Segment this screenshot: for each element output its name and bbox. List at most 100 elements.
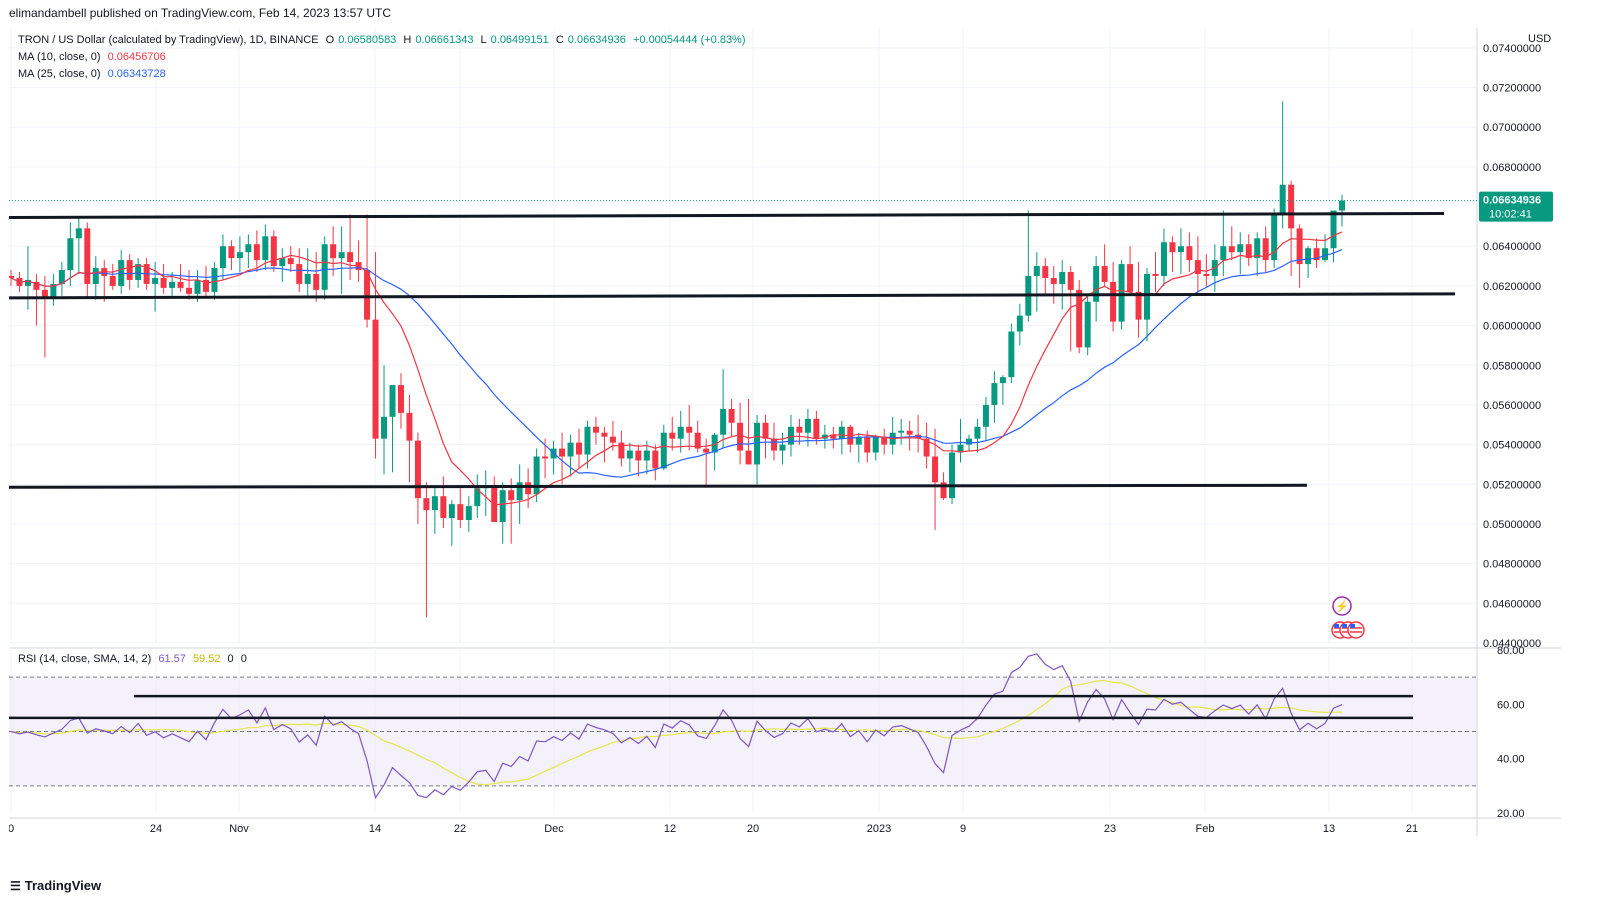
rsi-tick-label: 20.00 — [1497, 808, 1525, 820]
candle-body — [1220, 246, 1227, 261]
candle-body — [508, 490, 515, 501]
candle-body — [1101, 266, 1108, 282]
candle-body — [457, 504, 464, 520]
candle-body — [24, 279, 31, 286]
candle-body — [202, 279, 209, 292]
rsi-extra2: 0 — [240, 653, 247, 665]
candle-body — [584, 426, 591, 455]
candle-body — [618, 442, 625, 459]
symbol-legend: TRON / US Dollar (calculated by TradingV… — [18, 34, 750, 46]
candle-body — [364, 270, 371, 320]
ohlc-high: H 0.06661343 — [403, 34, 474, 46]
ma10-label: MA (10, close, 0) — [18, 51, 101, 63]
candle-body — [720, 408, 727, 435]
candle-body — [821, 434, 828, 439]
candle-body — [381, 416, 388, 439]
candle-body — [253, 244, 260, 261]
ma10-legend[interactable]: MA (10, close, 0) 0.06456706 — [18, 51, 170, 63]
ohlc-open: O 0.06580583 — [325, 34, 397, 46]
us-flag-canton — [1350, 624, 1355, 628]
time-tick-label: 2023 — [867, 823, 891, 835]
candle-body — [1033, 266, 1040, 276]
candle-body — [33, 281, 40, 290]
rsi-value: 61.57 — [158, 653, 186, 665]
time-tick-label: 14 — [369, 823, 381, 835]
candle-body — [75, 228, 82, 239]
currency-label: USD — [1528, 33, 1552, 45]
candle-body — [245, 244, 252, 253]
ohlc-change: +0.00054444 (+0.83%) — [632, 34, 746, 46]
candle-body — [1271, 214, 1278, 261]
candle-body — [228, 246, 235, 259]
price-tick-label: 0.04400000 — [1483, 638, 1541, 650]
candle-body — [677, 426, 684, 439]
candle-body — [1067, 272, 1074, 290]
candle-body — [1169, 242, 1176, 253]
time-tick-label: Nov — [229, 823, 249, 835]
candle-body — [957, 444, 964, 453]
candle-body — [1059, 272, 1066, 284]
candle-body — [567, 442, 574, 457]
candle-body — [592, 426, 599, 433]
candle-body — [703, 448, 710, 453]
last-price-label: 0.06634936 — [1483, 195, 1541, 207]
candle-body — [499, 490, 506, 522]
ma10-value: 0.06456706 — [107, 51, 166, 63]
chart-frame: 0 24 Nov 14 22 Dec 12 20 2023 9 23 Feb 13 21 0.0740000… — [9, 28, 1561, 836]
candle-body — [779, 444, 786, 451]
time-tick-label: 22 — [454, 823, 466, 835]
candle-body — [1110, 281, 1117, 322]
candle-body — [194, 279, 201, 294]
candle-body — [864, 436, 871, 453]
candle-body — [1296, 228, 1303, 265]
ma25-line — [10, 249, 1343, 478]
ma25-legend[interactable]: MA (25, close, 0) 0.06343728 — [18, 68, 170, 80]
symbol-title[interactable]: TRON / US Dollar (calculated by TradingV… — [18, 34, 319, 46]
candle-body — [1194, 260, 1201, 274]
candle-body — [1177, 246, 1184, 253]
last-price-badge — [1479, 191, 1553, 222]
candle-body — [686, 426, 693, 433]
candle-body — [1305, 248, 1312, 265]
candle-body — [1076, 289, 1083, 348]
candle-body — [1127, 264, 1134, 292]
candle-body — [796, 426, 803, 433]
candle-body — [974, 426, 981, 439]
candle-body — [9, 275, 14, 278]
candle-body — [940, 482, 947, 499]
candle-body — [440, 496, 447, 519]
candle-body — [601, 432, 608, 437]
candle-body — [1288, 184, 1295, 229]
candle-body — [1118, 264, 1125, 322]
candle-body — [669, 432, 676, 439]
candle-body — [474, 488, 481, 507]
candle-body — [236, 252, 243, 259]
rsi-label: RSI (14, close, SMA, 14, 2) — [18, 653, 152, 665]
us-flag-canton — [1334, 624, 1339, 628]
price-tick-label: 0.05000000 — [1483, 519, 1541, 531]
rsi-legend[interactable]: RSI (14, close, SMA, 14, 2) 61.57 59.52 … — [18, 653, 251, 665]
candle-body — [1042, 266, 1049, 278]
candle-body — [881, 436, 888, 445]
ohlc-low: L 0.06499151 — [480, 34, 549, 46]
candle-body — [1203, 274, 1210, 276]
candle-body — [58, 270, 65, 284]
candle-body — [533, 456, 540, 495]
tradingview-brand[interactable]: ☰ TradingView — [10, 878, 101, 893]
rsi-tick-label: 60.00 — [1497, 699, 1525, 711]
price-chart[interactable]: 0 24 Nov 14 22 Dec 12 20 2023 9 23 Feb 13 21 0.0740000… — [9, 28, 1561, 836]
candle-body — [762, 422, 769, 439]
candle-body — [1008, 331, 1015, 378]
publisher-line: elimandambell published on TradingView.c… — [9, 6, 392, 20]
candle-body — [338, 252, 345, 259]
price-tick-label: 0.05800000 — [1483, 360, 1541, 372]
candle-body — [804, 418, 811, 433]
candle-body — [1228, 246, 1235, 253]
candle-body — [50, 283, 57, 298]
candle-body — [525, 482, 532, 495]
time-tick-label: Dec — [544, 823, 564, 835]
support-line-upper — [9, 292, 1456, 300]
candle-body — [949, 452, 956, 499]
candle-body — [1144, 274, 1151, 320]
candle-body — [694, 432, 701, 449]
